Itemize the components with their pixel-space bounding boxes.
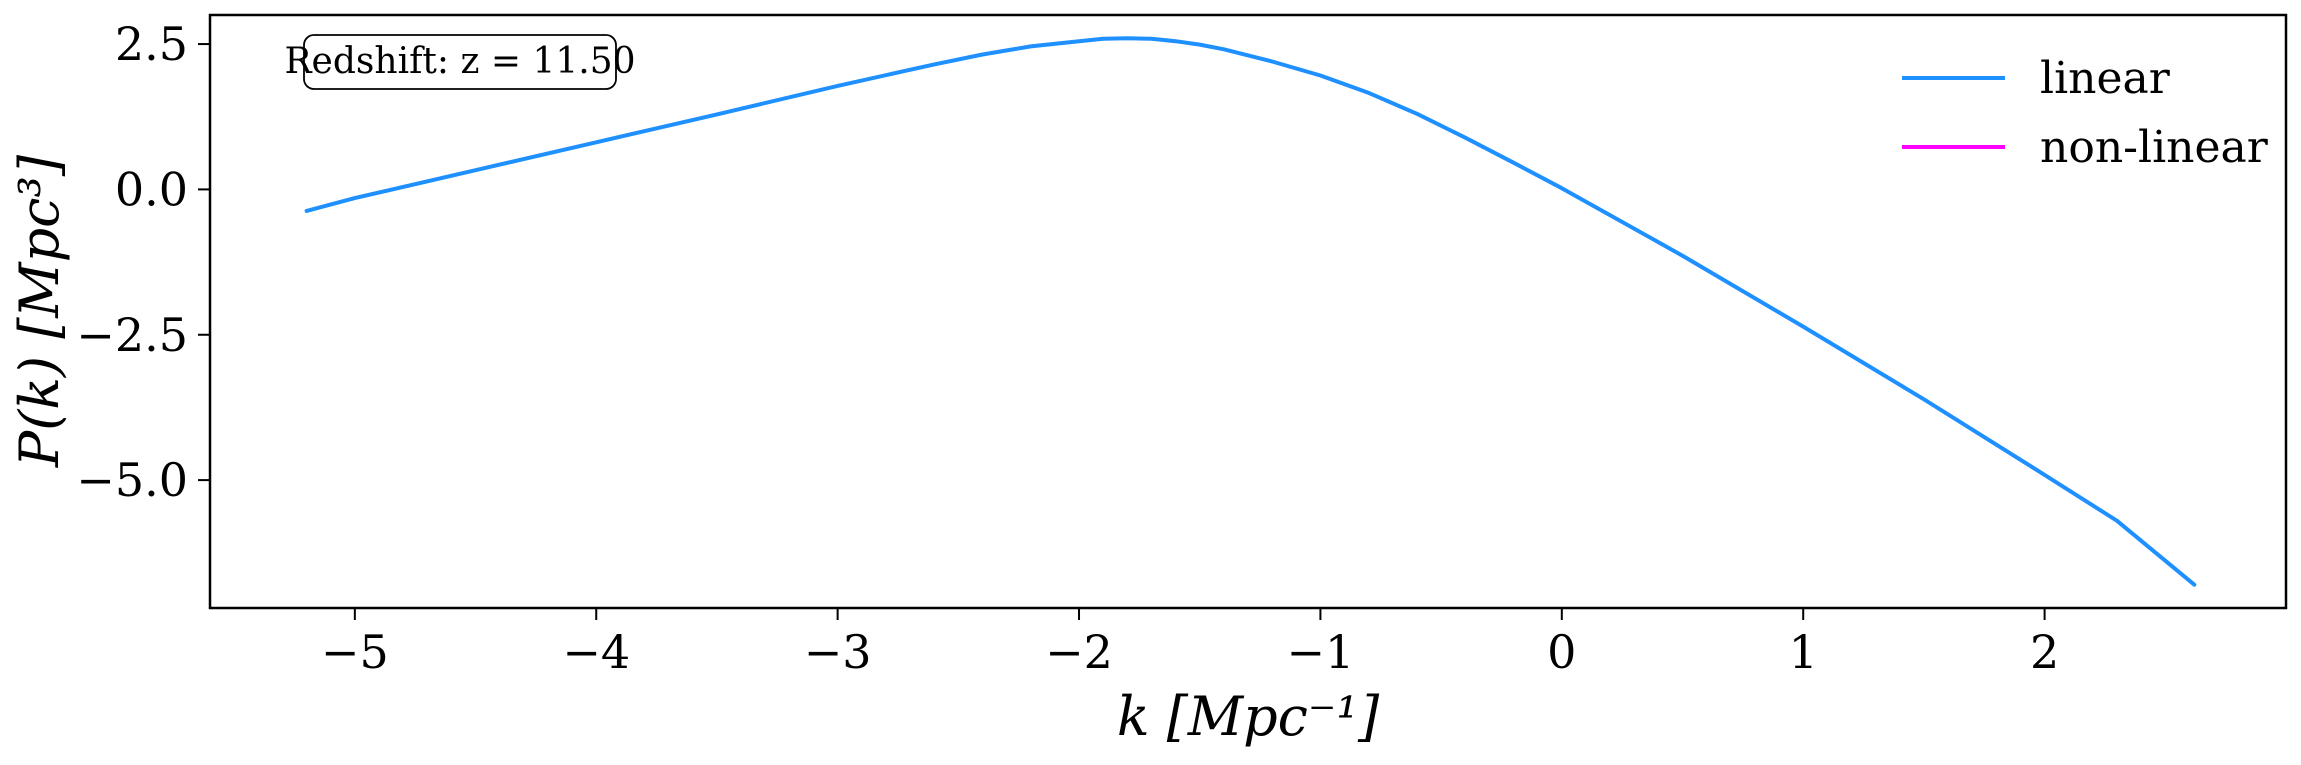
x-axis-ticks: −5 −4 −3 −2 −1 0 1 2 — [321, 608, 2059, 679]
y-tick-label: −5.0 — [76, 453, 188, 507]
legend: linear non-linear — [1902, 53, 2269, 173]
y-axis-ticks: 2.5 0.0 −2.5 −5.0 — [76, 17, 210, 507]
series-line-linear — [304, 36, 2197, 587]
annotation-box — [303, 34, 617, 90]
y-tick-label: −2.5 — [76, 308, 188, 362]
plot-frame — [208, 13, 2288, 610]
annotation-text: Redshift: z = 11.50 — [284, 41, 635, 82]
legend-label-linear: linear — [2040, 53, 2171, 104]
series-layer — [304, 36, 2197, 587]
x-tick-label: 0 — [1547, 625, 1576, 679]
x-tick-label: −5 — [321, 625, 389, 679]
y-tick-label: 2.5 — [115, 17, 188, 71]
x-tick-label: 2 — [2030, 625, 2059, 679]
x-tick-label: −2 — [1045, 625, 1113, 679]
redshift-annotation: Redshift: z = 11.50 — [284, 34, 636, 90]
y-tick-label: 0.0 — [115, 162, 188, 216]
x-tick-label: −4 — [562, 625, 630, 679]
x-tick-label: −1 — [1287, 625, 1355, 679]
legend-label-non-linear: non-linear — [2040, 122, 2269, 173]
x-tick-label: 1 — [1789, 625, 1818, 679]
y-axis-title: P(k) [Mpc³] — [8, 154, 71, 468]
x-axis-title: k [Mpc⁻¹] — [1117, 685, 1380, 748]
x-tick-label: −3 — [804, 625, 872, 679]
